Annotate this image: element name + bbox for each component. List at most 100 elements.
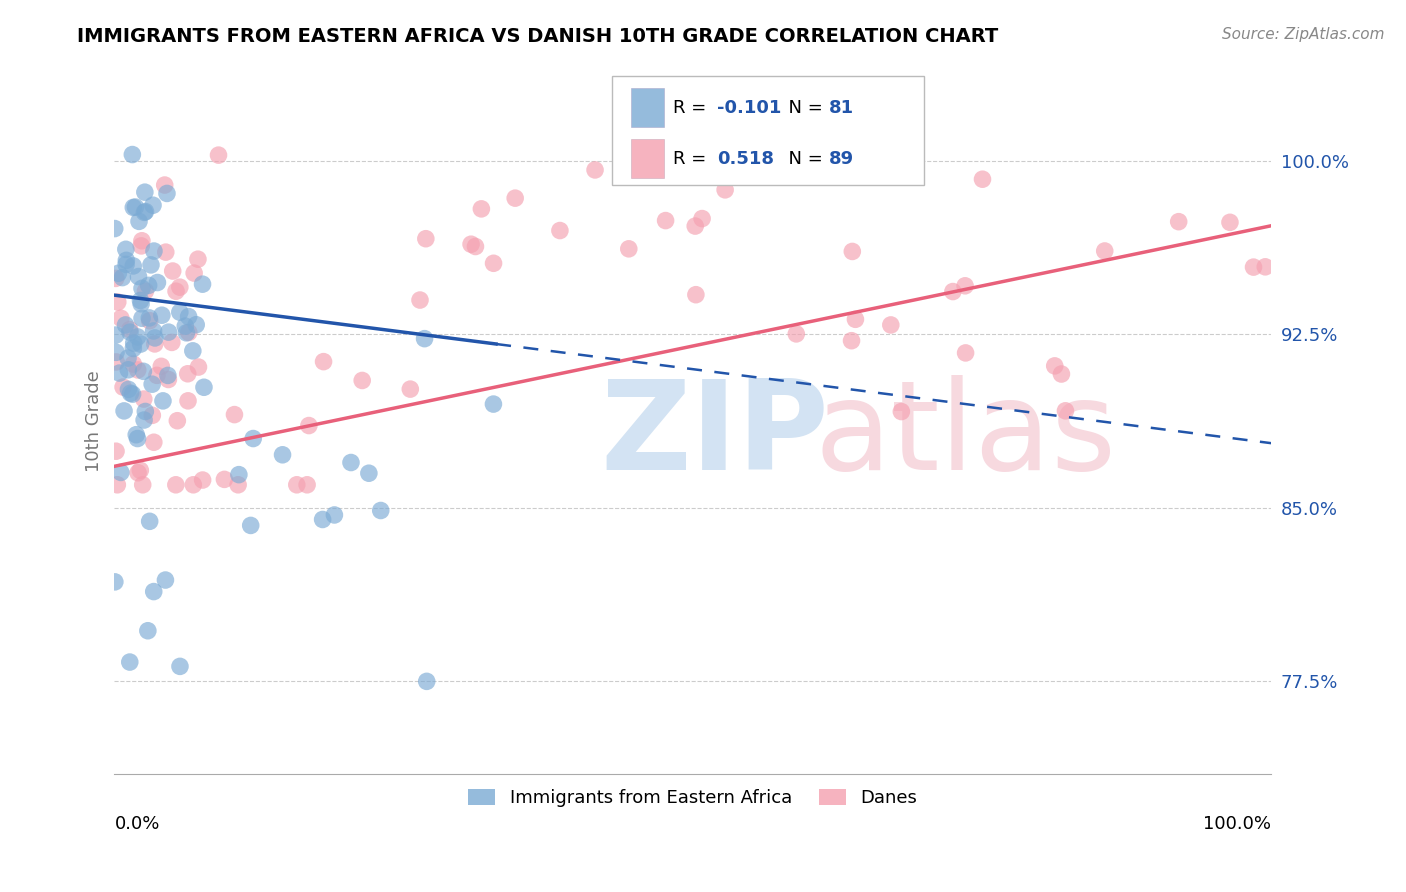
Point xyxy=(138,278,160,293)
Point xyxy=(104,221,127,235)
Text: N =: N = xyxy=(778,150,828,168)
Text: IMMIGRANTS FROM EASTERN AFRICA VS DANISH 10TH GRADE CORRELATION CHART: IMMIGRANTS FROM EASTERN AFRICA VS DANISH… xyxy=(77,27,998,45)
Point xyxy=(176,326,198,340)
Point xyxy=(138,310,160,325)
Point xyxy=(112,380,135,394)
Point xyxy=(226,477,249,491)
Point xyxy=(685,287,707,301)
Point xyxy=(841,334,863,348)
Point xyxy=(132,413,155,427)
Point xyxy=(146,276,169,290)
Point xyxy=(105,444,128,458)
Point xyxy=(880,318,903,332)
Point xyxy=(1050,367,1073,381)
Point xyxy=(169,305,191,319)
Point xyxy=(138,514,160,528)
Point xyxy=(415,232,437,246)
Point xyxy=(683,219,706,233)
Point xyxy=(224,408,246,422)
Point xyxy=(953,278,976,293)
Text: R =: R = xyxy=(673,150,711,168)
Point xyxy=(399,382,422,396)
Point xyxy=(112,404,135,418)
Point xyxy=(340,456,363,470)
Point xyxy=(136,624,159,638)
Point xyxy=(352,374,374,388)
Point xyxy=(121,147,143,161)
Point xyxy=(166,414,188,428)
Point xyxy=(183,266,205,280)
Point xyxy=(127,330,149,344)
Point xyxy=(271,448,294,462)
Point xyxy=(152,393,174,408)
Point xyxy=(117,363,139,377)
Point xyxy=(728,143,751,157)
Point xyxy=(323,508,346,522)
Point xyxy=(104,328,127,343)
Point xyxy=(131,234,153,248)
Y-axis label: 10th Grade: 10th Grade xyxy=(86,370,103,472)
Point xyxy=(460,237,482,252)
Point xyxy=(111,270,134,285)
Point xyxy=(955,346,977,360)
Point xyxy=(146,368,169,383)
Point xyxy=(115,257,138,271)
Point xyxy=(298,418,321,433)
Point xyxy=(1054,404,1077,418)
Point xyxy=(162,264,184,278)
Point xyxy=(131,311,153,326)
Point xyxy=(128,269,150,284)
Point xyxy=(138,314,160,328)
Point xyxy=(169,280,191,294)
Point xyxy=(155,245,177,260)
Point xyxy=(1094,244,1116,258)
Point xyxy=(104,574,127,589)
Point xyxy=(207,148,229,162)
Point xyxy=(181,343,204,358)
Point xyxy=(312,354,335,368)
Text: R =: R = xyxy=(673,99,711,117)
Point xyxy=(617,242,640,256)
Point xyxy=(716,143,738,157)
Point xyxy=(114,242,136,256)
Text: N =: N = xyxy=(778,99,828,117)
Point xyxy=(142,198,165,212)
Point xyxy=(647,159,669,173)
Point xyxy=(132,392,155,406)
Point xyxy=(129,337,152,351)
Point xyxy=(153,178,176,192)
Point xyxy=(122,259,145,273)
Point xyxy=(177,367,200,381)
Point xyxy=(160,335,183,350)
Point xyxy=(134,284,156,298)
Point xyxy=(107,295,129,310)
Point xyxy=(129,293,152,308)
Point xyxy=(654,213,676,227)
Point xyxy=(127,363,149,377)
Point xyxy=(174,319,197,334)
Point xyxy=(470,202,492,216)
Point xyxy=(134,204,156,219)
Text: atlas: atlas xyxy=(814,375,1116,496)
Point xyxy=(181,477,204,491)
Point xyxy=(143,331,166,345)
Point xyxy=(155,573,177,587)
Point xyxy=(117,351,139,365)
Point xyxy=(122,201,145,215)
Point xyxy=(122,336,145,351)
Point xyxy=(114,318,136,332)
Point xyxy=(115,253,138,268)
Point xyxy=(1254,260,1277,274)
Point xyxy=(131,281,153,295)
Point xyxy=(177,326,200,340)
Bar xyxy=(631,88,664,128)
Point xyxy=(482,397,505,411)
Point xyxy=(464,239,486,253)
Point xyxy=(142,324,165,338)
Point xyxy=(785,326,807,341)
Text: Source: ZipAtlas.com: Source: ZipAtlas.com xyxy=(1222,27,1385,42)
Point xyxy=(120,386,142,401)
Point xyxy=(105,477,128,491)
Point xyxy=(797,164,820,178)
Point xyxy=(165,284,187,298)
